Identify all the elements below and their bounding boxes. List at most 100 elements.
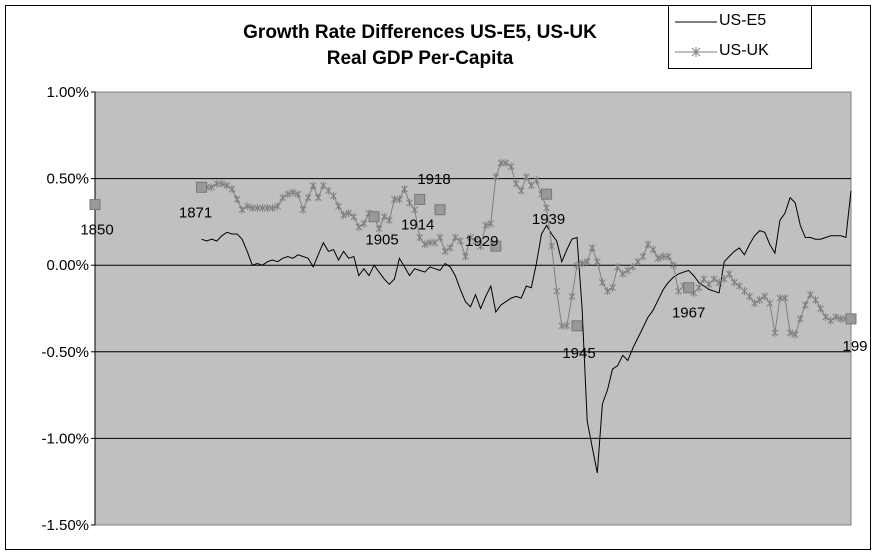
highlight-marker: [490, 240, 502, 252]
data-point-us-uk: [213, 179, 221, 188]
data-point-us-uk: [375, 224, 383, 233]
data-point-us-uk: [781, 294, 789, 303]
data-point-us-uk: [543, 204, 550, 213]
data-point-us-uk: [314, 193, 322, 202]
data-point-us-uk: [218, 179, 226, 188]
data-point-us-uk: [269, 204, 276, 213]
data-point-us-uk: [462, 252, 469, 261]
data-point-us-uk: [807, 290, 814, 299]
data-point-us-uk: [705, 280, 713, 289]
data-point-us-uk: [619, 269, 627, 278]
legend-item-us-uk: US-UK: [669, 40, 809, 64]
data-point-us-uk: [223, 181, 231, 190]
data-point-us-uk: [309, 181, 317, 190]
y-tick-label: -1.00%: [41, 430, 89, 447]
data-point-us-uk: [319, 181, 327, 190]
highlight-marker: [89, 199, 101, 211]
data-point-us-uk: [289, 188, 297, 197]
data-point-us-uk: [736, 281, 743, 290]
data-point-us-uk: [507, 162, 515, 171]
data-point-us-uk: [776, 294, 784, 303]
data-point-us-uk: [730, 278, 738, 287]
data-point-us-uk: [791, 330, 799, 339]
data-point-us-uk: [558, 321, 566, 330]
highlight-marker: [541, 188, 553, 200]
data-point-us-uk: [350, 212, 358, 221]
data-point-us-uk: [573, 261, 581, 270]
data-point-us-uk: [304, 193, 312, 202]
y-tick-label: 0.00%: [46, 257, 89, 274]
data-point-us-uk: [649, 245, 657, 254]
data-point-us-uk: [284, 190, 292, 199]
data-point-us-uk: [421, 240, 429, 249]
highlight-markers: [89, 181, 857, 332]
legend-label-us-e5: US-E5: [719, 12, 767, 29]
data-point-us-uk: [563, 321, 571, 330]
annotation-label: 1850: [80, 222, 113, 239]
data-point-us-uk: [426, 238, 434, 247]
data-point-us-uk: [380, 212, 388, 221]
data-point-us-uk: [208, 183, 216, 192]
data-point-us-uk: [228, 184, 236, 193]
y-axis: 1.00% 0.50% 0.00% -0.50% -1.00% -1.50%: [41, 84, 96, 534]
data-point-us-uk: [391, 195, 398, 204]
data-point-us-uk: [548, 242, 555, 251]
data-point-us-uk: [578, 259, 586, 268]
series-line-us-e5: [201, 190, 852, 474]
data-point-us-uk: [248, 204, 256, 213]
data-point-us-uk: [330, 191, 337, 200]
data-point-us-uk: [279, 193, 287, 202]
y-tick-label: -0.50%: [41, 344, 89, 361]
legend-label-us-uk: US-UK: [719, 42, 769, 59]
y-tick-label: -1.50%: [41, 517, 89, 534]
data-point-us-uk: [416, 233, 424, 242]
annotation-label: 1871: [179, 204, 212, 221]
data-point-us-uk: [492, 172, 500, 181]
data-point-us-uk: [568, 292, 576, 301]
data-point-us-uk: [335, 202, 342, 211]
data-point-us-uk: [264, 204, 271, 213]
legend-item-us-e5: US-E5: [669, 10, 809, 34]
data-point-us-uk: [436, 233, 444, 242]
data-point-us-uk: [456, 236, 464, 245]
data-point-us-uk: [751, 299, 758, 308]
data-point-us-uk: [431, 238, 439, 247]
data-point-us-uk: [294, 190, 302, 199]
data-point-us-uk: [553, 287, 561, 296]
data-point-us-uk: [801, 301, 809, 310]
data-point-us-uk: [446, 243, 454, 252]
data-point-us-uk: [477, 242, 484, 251]
data-point-us-uk: [472, 236, 479, 245]
legend-swatch-us-uk: [675, 47, 717, 57]
annotation-label: 1929: [465, 233, 498, 250]
chart-title: Growth Rate Differences US-E5, US-UK: [243, 22, 597, 43]
data-point-us-uk: [766, 299, 774, 308]
annotation-label: 1905: [365, 232, 398, 249]
data-point-us-uk: [741, 287, 748, 296]
annotation-label: 1945: [562, 345, 595, 362]
y-tick-label: 1.00%: [46, 84, 89, 101]
data-point-us-uk: [609, 283, 616, 292]
data-point-us-uk: [624, 266, 632, 275]
data-point-us-uk: [786, 328, 794, 337]
data-point-us-uk: [583, 257, 591, 266]
highlight-marker: [434, 204, 446, 216]
data-point-us-uk: [233, 195, 241, 204]
y-tick-label: 0.50%: [46, 171, 89, 188]
annotation-label: 1918: [417, 171, 450, 188]
highlight-marker: [571, 320, 583, 332]
plot-area: [94, 91, 852, 526]
data-point-us-uk: [593, 257, 601, 266]
data-point-us-uk: [639, 252, 647, 261]
data-point-us-uk: [517, 186, 525, 195]
data-point-us-uk: [604, 287, 611, 296]
data-point-us-uk: [502, 159, 510, 168]
annotation-label: 1939: [532, 211, 565, 228]
data-point-us-uk: [832, 313, 840, 322]
data-point-us-uk: [411, 205, 419, 214]
data-point-us-uk: [715, 278, 723, 287]
data-point-us-uk: [700, 275, 708, 284]
legend-swatch-us-e5: [675, 21, 717, 23]
data-point-us-uk: [761, 292, 769, 301]
